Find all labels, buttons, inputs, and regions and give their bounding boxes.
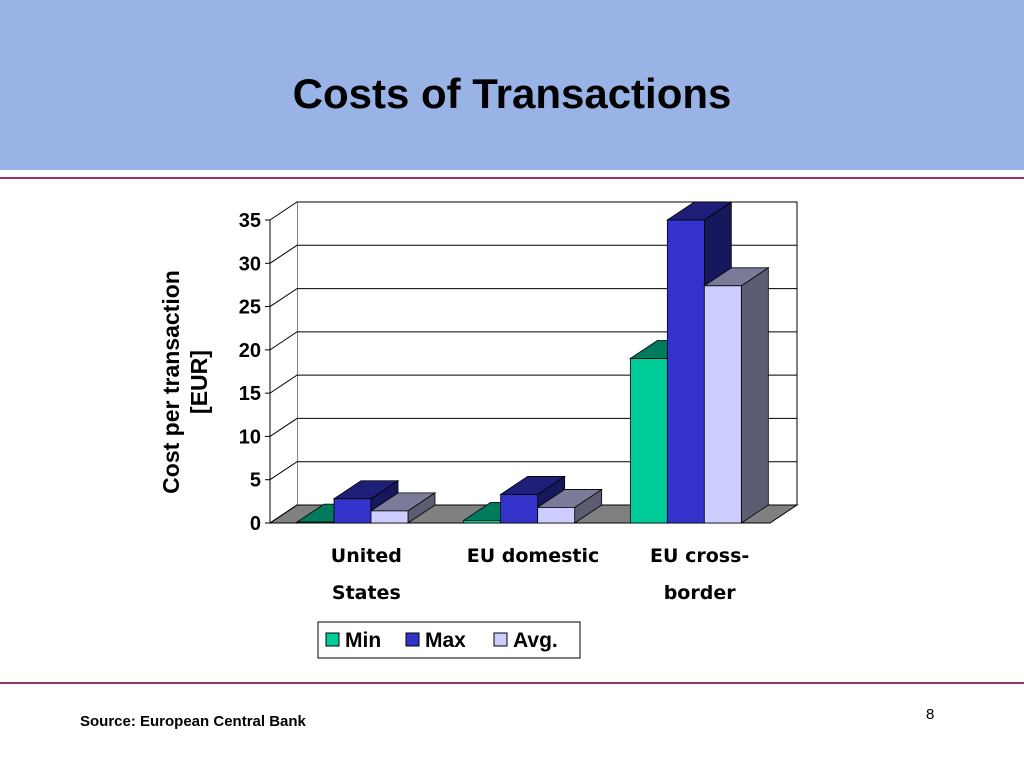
bar	[333, 498, 372, 524]
y-tick-label: 25	[239, 297, 261, 319]
bar	[370, 510, 409, 524]
header-band	[0, 0, 1024, 170]
bar	[537, 507, 576, 524]
grid-line	[269, 331, 797, 351]
bar	[703, 285, 742, 524]
legend-swatch	[405, 632, 420, 647]
bar	[463, 520, 502, 524]
y-tick-label: 5	[250, 470, 261, 492]
legend-label: Avg.	[513, 629, 558, 652]
legend: Min Max Avg.	[317, 621, 581, 659]
legend-swatch	[325, 632, 340, 647]
legend-swatch	[493, 632, 508, 647]
x-tick-label: EU cross-border	[650, 545, 750, 604]
bar	[296, 521, 335, 524]
slide-title: Costs of Transactions	[292, 70, 732, 117]
x-tick-label: United States	[330, 545, 402, 604]
side-wall	[270, 202, 297, 523]
y-tick-label: 30	[239, 253, 261, 275]
legend-label: Min	[345, 629, 381, 652]
grid-line	[269, 244, 797, 264]
legend-label: Max	[425, 629, 466, 652]
bar	[666, 219, 705, 524]
bar	[500, 494, 539, 524]
grid-line	[269, 201, 797, 221]
page-number: 8	[926, 706, 935, 723]
bar-side	[740, 267, 769, 524]
y-tick-label: 20	[239, 340, 261, 362]
source: Source: European Central Bank	[80, 713, 306, 730]
x-tick-label: EU domestic	[466, 545, 600, 567]
legend-box	[317, 621, 581, 659]
y-tick-label: 10	[239, 426, 261, 448]
y-tick-label: 35	[239, 210, 261, 232]
divider	[0, 177, 1024, 179]
y-axis-label: Cost per transaction [EUR]	[158, 270, 212, 494]
y-tick-label: 0	[250, 513, 261, 535]
divider	[0, 682, 1024, 684]
bar	[629, 358, 668, 524]
y-tick-label: 15	[239, 383, 261, 405]
grid-line	[269, 288, 797, 307]
